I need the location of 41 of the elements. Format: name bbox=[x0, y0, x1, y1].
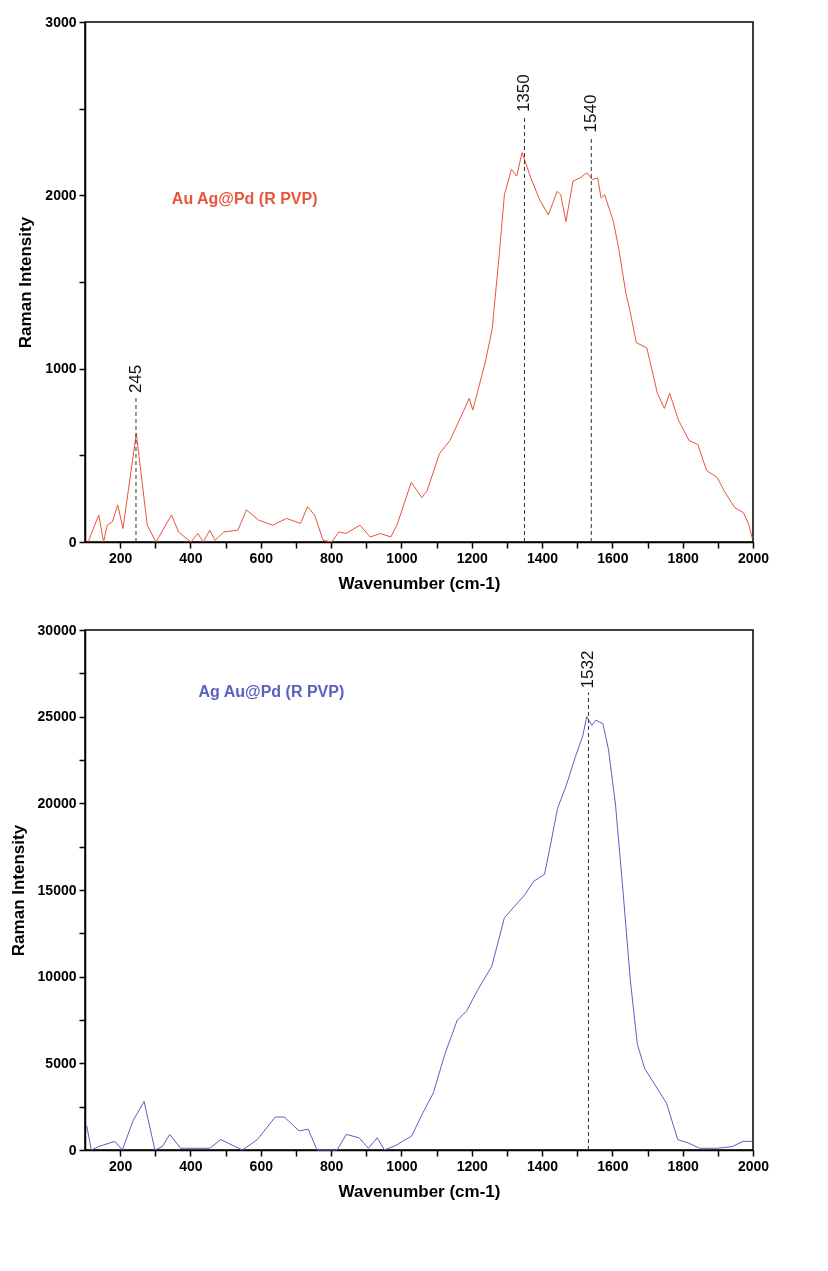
x-tick-label: 600 bbox=[249, 1157, 274, 1174]
y-tick-label: 5000 bbox=[45, 1054, 77, 1071]
x-tick-label: 2000 bbox=[737, 1157, 770, 1174]
ref-line-label: 1540 bbox=[581, 94, 601, 133]
x-tick-label: 1000 bbox=[386, 549, 418, 566]
y-tick-label: 0 bbox=[68, 1141, 77, 1158]
ref-line-label: 1350 bbox=[514, 74, 534, 113]
x-tick-label: 1000 bbox=[386, 1157, 418, 1174]
x-tick-label: 800 bbox=[319, 1157, 344, 1174]
x-tick-label: 200 bbox=[108, 1157, 133, 1174]
y-tick-label: 20000 bbox=[37, 794, 77, 811]
y-tick-label: 2000 bbox=[45, 186, 77, 203]
y-tick-label: 0 bbox=[68, 533, 77, 550]
text: Au Ag@Pd (R PVP) bbox=[171, 189, 318, 207]
x-tick-label: 1600 bbox=[597, 1157, 629, 1174]
ref-line-label: 1532 bbox=[578, 650, 598, 689]
y-tick-label: 25000 bbox=[37, 708, 77, 725]
y-tick-label: 15000 bbox=[37, 881, 77, 898]
y-tick-label: 10000 bbox=[37, 968, 77, 985]
x-axis-title: Wavenumber (cm-1) bbox=[338, 573, 501, 593]
x-tick-label: 1400 bbox=[526, 549, 559, 566]
x-tick-label: 1200 bbox=[456, 1157, 489, 1174]
y-tick-label: 30000 bbox=[37, 621, 77, 638]
y-tick-label: 3000 bbox=[45, 13, 77, 30]
x-tick-label: 1400 bbox=[526, 1157, 559, 1174]
x-tick-label: 200 bbox=[108, 549, 133, 566]
y-axis-title: Raman Intensity bbox=[8, 824, 28, 957]
x-tick-label: 2000 bbox=[737, 549, 770, 566]
x-axis-title: Wavenumber (cm-1) bbox=[338, 1181, 501, 1201]
x-tick-label: 1800 bbox=[667, 1157, 699, 1174]
x-tick-label: 1600 bbox=[597, 549, 629, 566]
y-axis-title: Raman Intensity bbox=[16, 216, 36, 349]
x-tick-label: 400 bbox=[179, 549, 203, 566]
x-tick-label: 800 bbox=[319, 549, 344, 566]
text: Ag Au@Pd (R PVP) bbox=[198, 683, 345, 701]
y-tick-label: 1000 bbox=[45, 360, 77, 377]
x-tick-label: 1200 bbox=[456, 549, 489, 566]
x-tick-label: 400 bbox=[179, 1157, 203, 1174]
x-tick-label: 600 bbox=[249, 549, 274, 566]
x-tick-label: 1800 bbox=[667, 549, 699, 566]
ref-line-label: 245 bbox=[125, 364, 145, 394]
